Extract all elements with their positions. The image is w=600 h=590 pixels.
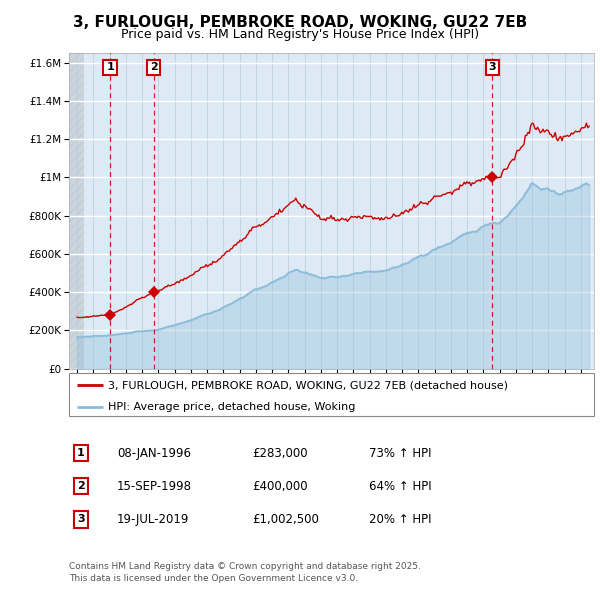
Text: 3, FURLOUGH, PEMBROKE ROAD, WOKING, GU22 7EB (detached house): 3, FURLOUGH, PEMBROKE ROAD, WOKING, GU22… <box>109 381 508 391</box>
Text: 08-JAN-1996: 08-JAN-1996 <box>117 447 191 460</box>
Text: 3: 3 <box>488 63 496 73</box>
Text: HPI: Average price, detached house, Woking: HPI: Average price, detached house, Woki… <box>109 402 356 412</box>
Text: 15-SEP-1998: 15-SEP-1998 <box>117 480 192 493</box>
Text: £400,000: £400,000 <box>252 480 308 493</box>
Text: 1: 1 <box>106 63 114 73</box>
Text: 2: 2 <box>77 481 85 491</box>
Bar <box>69 53 85 369</box>
Text: 3: 3 <box>77 514 85 524</box>
Text: 3, FURLOUGH, PEMBROKE ROAD, WOKING, GU22 7EB: 3, FURLOUGH, PEMBROKE ROAD, WOKING, GU22… <box>73 15 527 30</box>
Text: 19-JUL-2019: 19-JUL-2019 <box>117 513 190 526</box>
FancyBboxPatch shape <box>69 373 594 416</box>
Text: 64% ↑ HPI: 64% ↑ HPI <box>369 480 431 493</box>
Text: 20% ↑ HPI: 20% ↑ HPI <box>369 513 431 526</box>
Text: Contains HM Land Registry data © Crown copyright and database right 2025.
This d: Contains HM Land Registry data © Crown c… <box>69 562 421 583</box>
Text: Price paid vs. HM Land Registry's House Price Index (HPI): Price paid vs. HM Land Registry's House … <box>121 28 479 41</box>
Text: £283,000: £283,000 <box>252 447 308 460</box>
Text: 2: 2 <box>150 63 158 73</box>
Text: 73% ↑ HPI: 73% ↑ HPI <box>369 447 431 460</box>
Text: £1,002,500: £1,002,500 <box>252 513 319 526</box>
Text: 1: 1 <box>77 448 85 458</box>
